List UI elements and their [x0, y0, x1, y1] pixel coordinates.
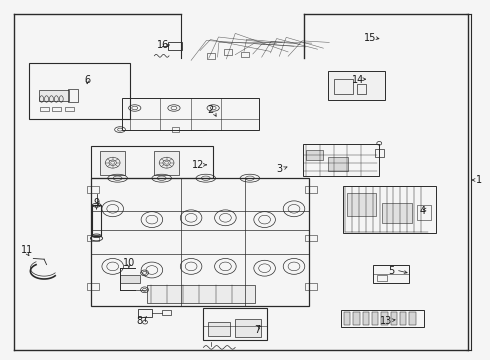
- Bar: [40, 107, 49, 111]
- Bar: [363, 312, 369, 325]
- Bar: [68, 89, 78, 102]
- Bar: [52, 107, 61, 111]
- Bar: [172, 127, 179, 132]
- Bar: [87, 235, 99, 241]
- Bar: [207, 53, 215, 59]
- Text: 10: 10: [123, 258, 135, 268]
- Text: 15: 15: [364, 33, 377, 43]
- Bar: [224, 49, 232, 55]
- Text: 7: 7: [254, 325, 260, 336]
- Bar: [92, 205, 101, 236]
- Text: 13: 13: [380, 316, 392, 326]
- Text: 1: 1: [476, 175, 482, 185]
- Text: 6: 6: [84, 75, 90, 85]
- Bar: [391, 312, 397, 325]
- Bar: [87, 283, 99, 290]
- Bar: [39, 90, 69, 101]
- Bar: [203, 308, 267, 340]
- Bar: [100, 151, 125, 175]
- Bar: [305, 235, 317, 241]
- Bar: [91, 146, 213, 178]
- Bar: [162, 310, 171, 315]
- Bar: [29, 63, 130, 119]
- Text: 2: 2: [208, 105, 214, 115]
- Bar: [122, 98, 259, 130]
- Bar: [306, 150, 323, 160]
- Bar: [343, 186, 436, 233]
- Bar: [328, 71, 385, 100]
- Bar: [305, 283, 317, 290]
- Bar: [377, 275, 387, 281]
- Bar: [375, 149, 384, 157]
- Bar: [87, 186, 99, 193]
- Text: 11: 11: [21, 245, 33, 255]
- Text: 3: 3: [276, 164, 282, 174]
- Bar: [328, 157, 348, 171]
- Bar: [373, 265, 409, 283]
- Bar: [91, 178, 309, 306]
- Bar: [305, 186, 317, 193]
- Text: 9: 9: [94, 198, 99, 208]
- Text: 12: 12: [192, 160, 205, 170]
- Bar: [147, 285, 255, 303]
- Text: 4: 4: [419, 206, 425, 216]
- Bar: [168, 42, 182, 50]
- Bar: [208, 322, 230, 336]
- Bar: [303, 144, 379, 176]
- Text: 5: 5: [388, 266, 394, 276]
- Bar: [372, 312, 378, 325]
- Bar: [334, 79, 353, 94]
- Bar: [382, 203, 412, 223]
- Bar: [241, 52, 249, 58]
- Bar: [357, 84, 366, 94]
- Bar: [416, 205, 431, 220]
- Bar: [120, 275, 140, 283]
- Bar: [353, 312, 360, 325]
- Bar: [235, 319, 261, 337]
- Bar: [344, 312, 350, 325]
- Text: 16: 16: [157, 40, 169, 50]
- Bar: [154, 151, 179, 175]
- Bar: [409, 312, 416, 325]
- Bar: [347, 193, 376, 216]
- Bar: [400, 312, 406, 325]
- Bar: [138, 309, 152, 317]
- Bar: [381, 312, 388, 325]
- Bar: [341, 310, 424, 327]
- Bar: [65, 107, 74, 111]
- Text: 14: 14: [352, 75, 364, 85]
- Text: 8: 8: [137, 316, 143, 326]
